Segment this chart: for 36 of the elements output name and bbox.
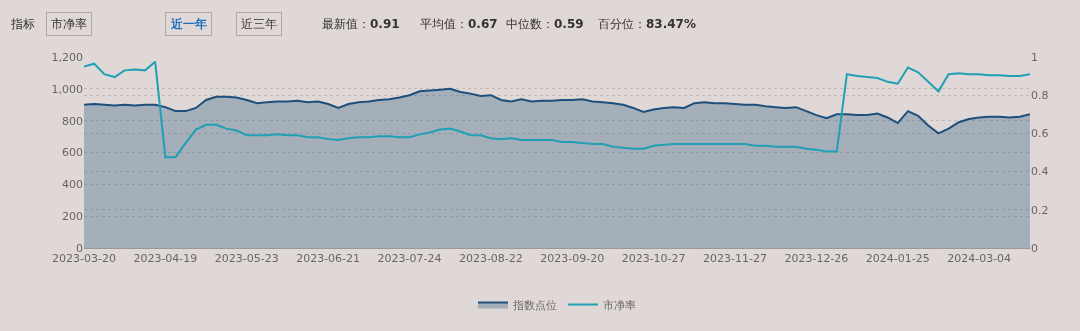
y2-tick-label: 0.6 xyxy=(1031,127,1049,141)
text: 近一年 xyxy=(170,17,207,31)
text: 平均值：0.67 xyxy=(420,17,498,31)
x-tick-label: 2023-05-23 xyxy=(214,252,279,266)
x-tick-label: 2023-03-20 xyxy=(52,252,116,266)
y2-tick-label: 0 xyxy=(1031,241,1038,255)
y-tick-label: 800 xyxy=(62,114,83,128)
text: 指标 xyxy=(10,17,35,31)
x-tick-label: 2024-03-04 xyxy=(947,252,1012,266)
legend-label: 指数点位 xyxy=(512,298,557,312)
x-tick-label: 2023-10-27 xyxy=(621,252,686,266)
line-series xyxy=(84,60,1030,159)
y-tick-label: 1,200 xyxy=(51,50,83,64)
x-tick-label: 2023-06-21 xyxy=(296,252,361,266)
x-tick-label: 2023-12-26 xyxy=(784,252,849,266)
y-tick-label: 200 xyxy=(62,210,83,224)
x-tick-label: 2023-11-27 xyxy=(703,252,767,266)
x-tick-label: 2023-04-19 xyxy=(133,252,198,266)
text: 中位数：0.59 xyxy=(506,17,584,31)
text: 最新值：0.91 xyxy=(322,17,400,31)
y-tick-label: 400 xyxy=(62,178,83,192)
text: 百分位：83.47% xyxy=(598,17,696,31)
y-tick-label: 1,000 xyxy=(51,82,83,96)
text: 市净率 xyxy=(51,17,87,31)
y2-tick-label: 0.8 xyxy=(1031,89,1049,103)
y2-tick-label: 0.2 xyxy=(1031,203,1049,217)
y-tick-label: 0 xyxy=(76,241,83,255)
x-tick-label: 2023-09-20 xyxy=(540,252,605,266)
legend-label: 市净率 xyxy=(603,298,636,312)
y2-tick-label: 1 xyxy=(1031,50,1038,64)
x-tick-label: 2023-08-22 xyxy=(458,252,523,266)
text: 近三年 xyxy=(241,17,277,31)
y2-tick-label: 0.4 xyxy=(1031,165,1049,179)
y-tick-label: 600 xyxy=(62,146,83,160)
x-tick-label: 2023-07-24 xyxy=(377,252,442,266)
x-tick-label: 2024-01-25 xyxy=(865,252,930,266)
